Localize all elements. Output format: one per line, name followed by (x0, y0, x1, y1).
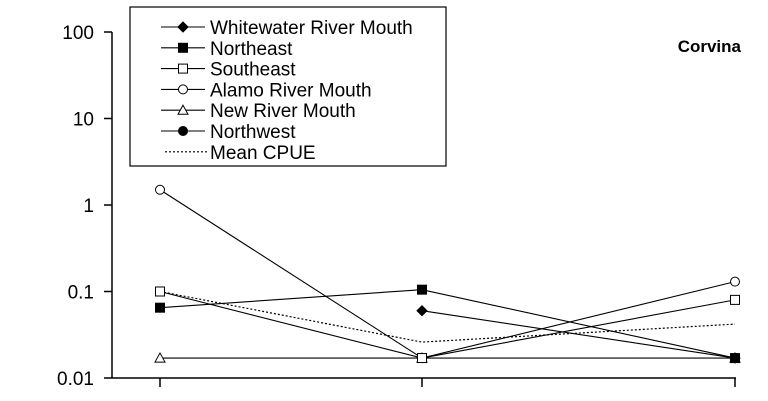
series-line (421, 310, 736, 359)
legend-label: Whitewater River Mouth (210, 18, 413, 39)
series-2 (155, 286, 740, 364)
legend-item: Whitewater River Mouth (161, 18, 413, 39)
data-point (155, 184, 165, 195)
data-point (417, 353, 427, 364)
y-tick-label: 10 (73, 110, 94, 131)
data-point (417, 284, 427, 295)
chart-annotation: Corvina (678, 37, 742, 56)
legend-item: Mean CPUE (165, 143, 316, 164)
series-1 (155, 284, 740, 364)
legend-swatch-marker (177, 21, 189, 33)
data-point (730, 276, 740, 287)
data-point (155, 286, 165, 297)
series-3 (155, 184, 740, 364)
series-line (159, 290, 736, 343)
data-point (154, 352, 166, 363)
legend-swatch-marker (178, 42, 188, 53)
y-tick-label: 0.1 (68, 283, 94, 304)
legend-label: New River Mouth (210, 101, 356, 122)
series-4 (154, 352, 741, 363)
legend-swatch-marker (178, 63, 188, 74)
legend-label: Mean CPUE (210, 143, 316, 164)
legend-label: Northwest (210, 122, 296, 143)
data-point (729, 352, 741, 364)
axes: 100 10 1 0.1 0.01 (57, 23, 736, 390)
legend-swatch-marker (178, 84, 188, 95)
series-layer (154, 184, 741, 364)
series-line (159, 189, 736, 359)
legend-swatch-marker (177, 104, 189, 115)
series-line (159, 289, 736, 359)
legend-label: Northeast (210, 39, 293, 60)
legend-label: Alamo River Mouth (210, 80, 372, 101)
y-tick-label: 0.01 (57, 369, 94, 390)
series-0 (416, 304, 741, 364)
legend: Whitewater River MouthNortheastSoutheast… (129, 6, 447, 167)
series-6 (159, 290, 736, 343)
legend-label: Southeast (210, 60, 296, 81)
legend-item: New River Mouth (161, 101, 356, 122)
legend-item: Alamo River Mouth (161, 80, 372, 101)
legend-item: Northeast (161, 39, 293, 60)
data-point (155, 302, 165, 313)
legend-item: Southeast (161, 60, 296, 81)
legend-item: Northwest (161, 122, 296, 143)
data-point (416, 304, 428, 317)
y-tick-label: 1 (83, 196, 94, 217)
legend-swatch-marker (178, 126, 188, 136)
y-tick-label: 100 (62, 23, 94, 44)
data-point (730, 294, 740, 305)
